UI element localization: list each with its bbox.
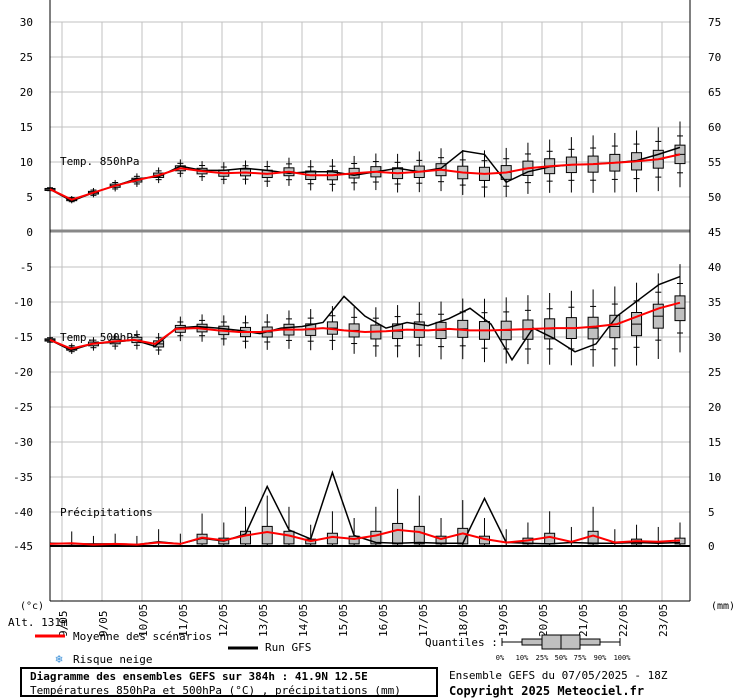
- left-tick-label: -45: [13, 540, 33, 553]
- right-tick-label: 10: [708, 471, 721, 484]
- t850-gfs-line: [49, 146, 681, 202]
- date-tick-label: 21/05: [577, 604, 590, 637]
- precip-box: [283, 530, 295, 545]
- copyright: Copyright 2025 Meteociel.fr: [449, 684, 645, 698]
- right-tick-label: 20: [708, 401, 721, 414]
- snowflake-icon: ❄: [55, 652, 62, 666]
- quantile-box-outer: [579, 638, 601, 646]
- quantile-label: 90%: [594, 654, 607, 662]
- quantile-label: 75%: [574, 654, 587, 662]
- right-tick-label: 50: [708, 191, 721, 204]
- date-tick-label: 16/05: [377, 604, 390, 637]
- legend-mean-label: Moyenne des scénarios: [73, 630, 212, 643]
- precip-mean-line: [49, 528, 681, 546]
- t850-mean-line: [49, 153, 681, 201]
- t500-mean-line: [49, 301, 681, 350]
- right-tick-label: 55: [708, 156, 721, 169]
- date-tick-label: 12/05: [217, 604, 230, 637]
- right-tick-label: 75: [708, 16, 721, 29]
- date-tick-label: 15/05: [337, 604, 350, 637]
- date-tick-label: 9/05: [97, 611, 110, 638]
- left-tick-label: 0: [26, 226, 33, 239]
- left-tick-label: 15: [20, 121, 33, 134]
- left-tick-label: -30: [13, 436, 33, 449]
- right-tick-label: 5: [708, 506, 715, 519]
- quantile-label: 10%: [516, 654, 529, 662]
- quantiles-title: Quantiles :: [425, 636, 498, 649]
- right-tick-label: 30: [708, 331, 721, 344]
- precip-box: [392, 522, 404, 545]
- right-tick-label: 60: [708, 121, 721, 134]
- date-tick-label: 13/05: [257, 604, 270, 637]
- date-tick-label: 20/05: [537, 604, 550, 637]
- t500-gfs-line: [49, 275, 681, 362]
- left-tick-label: 30: [20, 16, 33, 29]
- run-info: Ensemble GEFS du 07/05/2025 - 18Z: [449, 669, 668, 682]
- right-tick-label: 25: [708, 366, 721, 379]
- precip-box: [261, 525, 273, 545]
- date-tick-label: 17/05: [417, 604, 430, 637]
- date-tick-label: 10/05: [137, 604, 150, 637]
- title-box: Diagramme des ensembles GEFS sur 384h : …: [20, 667, 438, 697]
- chart-subtitle: Températures 850hPa et 500hPa (°C) , pré…: [30, 684, 401, 697]
- right-tick-label: 65: [708, 86, 721, 99]
- left-tick-label: 20: [20, 86, 33, 99]
- quantile-label: 50%: [555, 654, 568, 662]
- left-unit-label: (°c): [20, 601, 44, 612]
- left-tick-label: -5: [20, 261, 33, 274]
- t850-panel-label: Temp. 850hPa: [60, 155, 139, 168]
- right-tick-label: 70: [708, 51, 721, 64]
- date-tick-label: 22/05: [617, 604, 630, 637]
- left-tick-label: -20: [13, 366, 33, 379]
- left-tick-label: -40: [13, 506, 33, 519]
- chart-title: Diagramme des ensembles GEFS sur 384h : …: [30, 670, 368, 683]
- right-tick-label: 35: [708, 296, 721, 309]
- date-tick-label: 9/05: [57, 611, 70, 638]
- date-tick-label: 14/05: [297, 604, 310, 637]
- left-tick-label: -35: [13, 471, 33, 484]
- precip-panel-label: Précipitations: [60, 506, 153, 519]
- right-tick-label: 45: [708, 226, 721, 239]
- altitude-label: Alt. 131m: [8, 616, 68, 629]
- left-tick-label: 5: [26, 191, 33, 204]
- legend-snow-label: Risque neige: [73, 653, 152, 666]
- left-tick-label: 25: [20, 51, 33, 64]
- date-tick-label: 23/05: [657, 604, 670, 637]
- date-tick-label: 19/05: [497, 604, 510, 637]
- right-tick-label: 15: [708, 436, 721, 449]
- quantile-label: 100%: [614, 654, 632, 662]
- left-tick-label: -25: [13, 401, 33, 414]
- date-tick-label: 18/05: [457, 604, 470, 637]
- quantile-box-outer: [521, 638, 543, 646]
- left-tick-label: -15: [13, 331, 33, 344]
- quantile-label: 0%: [496, 654, 505, 662]
- right-tick-label: 0: [708, 540, 715, 553]
- date-tick-label: 11/05: [177, 604, 190, 637]
- precip-box: [370, 530, 382, 545]
- right-tick-label: 40: [708, 261, 721, 274]
- legend-gfs-label: Run GFS: [265, 641, 311, 654]
- precip-box: [413, 525, 425, 545]
- quantile-label: 25%: [536, 654, 549, 662]
- right-unit-label: (mm): [711, 601, 735, 612]
- left-tick-label: -10: [13, 296, 33, 309]
- left-tick-label: 10: [20, 156, 33, 169]
